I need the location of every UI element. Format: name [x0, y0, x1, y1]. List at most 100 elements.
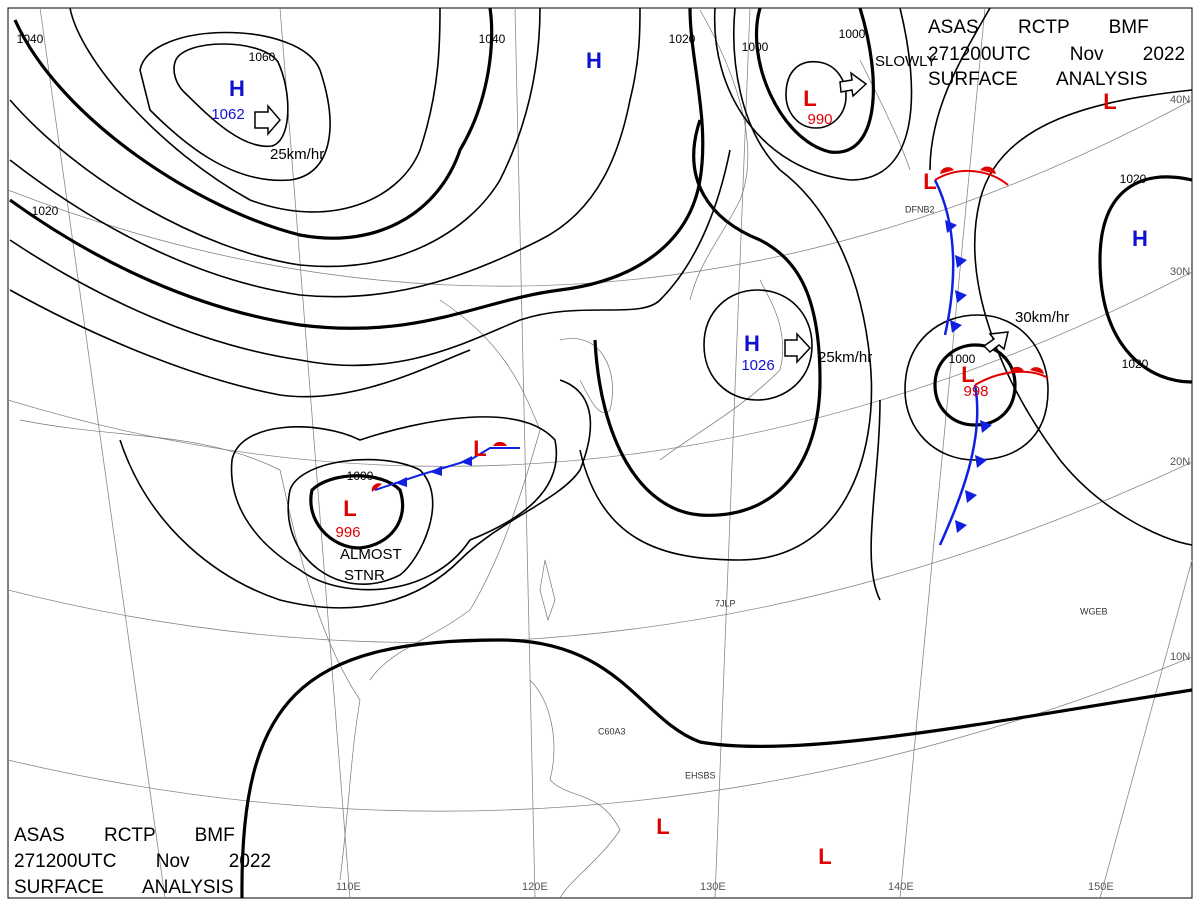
coastline [539, 559, 556, 622]
pressure-center-symbol: L [818, 844, 831, 869]
isobar [1098, 175, 1193, 384]
pressure-center-symbol: H [229, 76, 245, 101]
meridian [39, 7, 166, 899]
motion-annotation: 25km/hr [818, 349, 872, 366]
coastline [529, 679, 621, 899]
isobar [579, 7, 873, 561]
motion-annotation: STNR [344, 567, 385, 584]
header-line: SURFACE ANALYSIS [14, 877, 234, 898]
motion-arrow [784, 332, 812, 364]
pressure-center-symbol: L [961, 362, 974, 387]
isobar [9, 7, 541, 268]
pressure-center-symbol: L [343, 496, 356, 521]
fronts [371, 166, 1049, 546]
isobar [309, 474, 405, 550]
isobar-label: 1020 [32, 204, 59, 218]
header-line: SURFACE ANALYSIS [928, 69, 1148, 90]
isobar-label: 1000 [839, 27, 866, 41]
coastline [659, 279, 784, 461]
longitude-label: 140E [888, 881, 914, 893]
isobar [933, 343, 1017, 427]
isobar [9, 289, 471, 398]
longitude-label: 130E [700, 881, 726, 893]
isobar-label: 1020 [1122, 357, 1149, 371]
isobar [713, 7, 913, 181]
cold-front [938, 384, 979, 546]
pressure-center-symbol: H [586, 48, 602, 73]
header-line: 271200UTC Nov 2022 [14, 851, 271, 872]
ship-id: EHSBS [685, 770, 716, 780]
isobar-label: 1000 [742, 40, 769, 54]
coastline [859, 59, 911, 171]
motion-arrow [839, 71, 868, 98]
warm-front [934, 169, 1009, 186]
latitude-label: 20N [1170, 456, 1190, 468]
meridian [1099, 559, 1193, 899]
center-pressure: 998 [963, 383, 988, 400]
coastline [559, 338, 613, 413]
coastline [369, 299, 541, 681]
isobar [139, 31, 331, 182]
header-line: 271200UTC Nov 2022 [928, 44, 1185, 65]
isobar [593, 119, 822, 517]
motion-annotation: 25km/hr [270, 146, 324, 163]
latitude-label: 40N [1170, 94, 1190, 106]
ship-id: DFNB2 [905, 204, 935, 214]
front-symbols [395, 456, 472, 487]
parallel [7, 656, 1193, 812]
motion-arrows [254, 71, 1009, 364]
isobar [9, 7, 705, 330]
longitude-label: 110E [336, 881, 361, 893]
isobar [287, 458, 434, 585]
isobar [230, 416, 558, 591]
pressure-center-symbol: L [923, 169, 936, 194]
header-line: ASAS RCTP BMF [14, 825, 235, 846]
latitude-label: 30N [1170, 266, 1190, 278]
isobar [9, 149, 731, 367]
parallel [7, 461, 1193, 643]
motion-arrow [254, 103, 281, 137]
ship-id: WGEB [1080, 606, 1108, 616]
pressure-center-symbol: L [473, 436, 486, 461]
isobar [754, 7, 875, 154]
motion-arrow [982, 331, 1009, 353]
isobar-label: 1060 [249, 50, 276, 64]
center-pressure: 1062 [211, 106, 244, 123]
isobar [173, 43, 289, 147]
motion-annotation: SLOWLY [875, 53, 936, 70]
isobar [870, 399, 881, 601]
isobar [929, 7, 991, 171]
center-pressure: 990 [807, 111, 832, 128]
pressure-center-symbol: L [656, 814, 669, 839]
isobar-label: 1040 [479, 32, 506, 46]
ship-id: C60A3 [598, 726, 626, 736]
isobar [974, 89, 1193, 546]
isobar-label: 1040 [17, 32, 44, 46]
front-symbols [945, 220, 992, 533]
pressure-center-symbol: L [1103, 89, 1116, 114]
isobar [703, 289, 813, 401]
isobar [904, 314, 1049, 461]
graticule [7, 7, 1193, 899]
motion-annotation: ALMOST [340, 546, 402, 563]
isobar-label: 1020 [669, 32, 696, 46]
cold-front [933, 179, 955, 336]
isobar [13, 7, 494, 240]
coastline [689, 9, 749, 301]
isobars [9, 7, 1193, 899]
isobar-label: 1000 [347, 469, 374, 483]
meridian [279, 7, 351, 899]
ship-id: 7JLP [715, 598, 736, 608]
warm-front [974, 370, 1049, 386]
latitude-label: 10N [1170, 651, 1190, 663]
isobar [119, 379, 592, 609]
pressure-center-symbol: H [744, 331, 760, 356]
center-pressure: 1026 [741, 357, 774, 374]
center-pressure: 996 [335, 524, 360, 541]
meridian [714, 7, 751, 899]
meridian [514, 7, 536, 899]
pressure-center-symbol: L [803, 86, 816, 111]
isobar-label: 1020 [1120, 172, 1147, 186]
isobar-label: 1000 [949, 352, 976, 366]
